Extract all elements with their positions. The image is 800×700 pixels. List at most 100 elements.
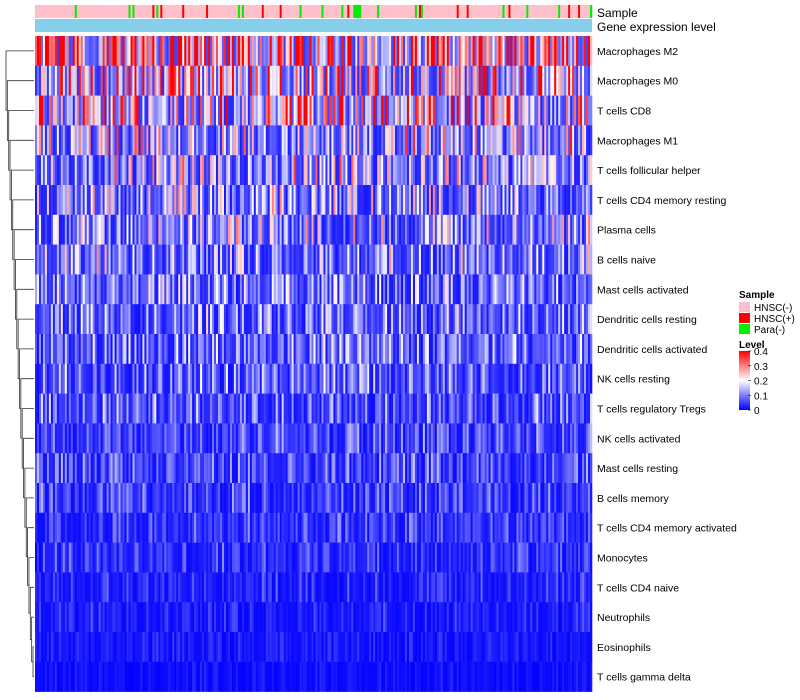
heatmap-cell (512, 155, 515, 186)
heatmap-cell (214, 453, 217, 484)
heatmap-cell (373, 125, 376, 156)
heatmap-cell (287, 334, 290, 365)
heatmap-cell (291, 334, 294, 365)
heatmap-cell (212, 334, 215, 365)
heatmap-cell (104, 483, 107, 514)
heatmap-cell (134, 95, 137, 126)
heatmap-cell (231, 304, 235, 335)
heatmap-cell (395, 185, 398, 216)
heatmap-cell (279, 185, 282, 216)
heatmap-cell (371, 363, 374, 394)
heatmap-cell (349, 334, 352, 365)
heatmap-cell (148, 334, 151, 365)
heatmap-cell (120, 65, 123, 96)
heatmap-cell (283, 244, 286, 275)
heatmap-cell (138, 304, 141, 335)
heatmap-cell (408, 423, 412, 454)
heatmap-cell (257, 95, 261, 126)
heatmap-cell (168, 36, 171, 67)
heatmap-cell (134, 65, 137, 96)
heatmap-cell (40, 483, 44, 514)
sample-track-cell (313, 5, 316, 18)
heatmap-cell (235, 453, 239, 484)
sample-track-cell (574, 5, 577, 18)
heatmap-cell (355, 36, 358, 67)
heatmap-cell (359, 423, 362, 454)
heatmap-cell (458, 36, 462, 67)
heatmap-cell (60, 483, 64, 514)
heatmap-cell (289, 125, 292, 156)
heatmap-cell (315, 274, 318, 305)
heatmap-cell (243, 214, 247, 245)
heatmap-cell (387, 36, 390, 67)
heatmap-cell (371, 155, 374, 186)
sample-track-cell (490, 5, 493, 18)
heatmap-cell (355, 244, 358, 275)
heatmap-cell (532, 214, 535, 245)
heatmap-cell (142, 185, 145, 216)
heatmap-cell (156, 125, 159, 156)
heatmap-cell (532, 36, 535, 67)
heatmap-cell (480, 304, 483, 335)
heatmap-cell (227, 334, 231, 365)
heatmap-cell (221, 393, 225, 424)
heatmap-cell (468, 393, 471, 424)
heatmap-cell (214, 36, 217, 67)
heatmap-cell (584, 334, 587, 365)
heatmap-cell (44, 65, 48, 96)
heatmap-cell (385, 214, 388, 245)
heatmap-cell (220, 185, 223, 216)
heatmap-cell (297, 36, 300, 67)
heatmap-cell (257, 453, 261, 484)
heatmap-cell (462, 65, 465, 96)
heatmap-cell (301, 274, 304, 305)
heatmap-cell (432, 244, 436, 275)
heatmap-cell (48, 65, 52, 96)
heatmap-cell (379, 453, 382, 484)
heatmap-cell (210, 363, 213, 394)
heatmap-cell (321, 125, 324, 156)
heatmap-cell (371, 453, 374, 484)
heatmap-cell (361, 363, 364, 394)
heatmap-cell (566, 244, 569, 275)
heatmap-cell (108, 393, 111, 424)
heatmap-cell (241, 214, 245, 245)
heatmap-cell (168, 244, 171, 275)
heatmap-cell (124, 393, 127, 424)
heatmap-cell (184, 363, 187, 394)
heatmap-cell (504, 304, 507, 335)
sample-track-cell (178, 5, 181, 18)
heatmap-cell (283, 512, 286, 543)
heatmap-cell (84, 125, 88, 156)
heatmap-cell (321, 65, 324, 96)
heatmap-cell (488, 304, 491, 335)
heatmap-cell (422, 512, 426, 543)
heatmap-cell (176, 423, 179, 454)
heatmap-cell (257, 274, 261, 305)
heatmap-cell (166, 423, 169, 454)
heatmap-cell (110, 453, 113, 484)
heatmap-cell (359, 214, 362, 245)
heatmap-cell (301, 423, 304, 454)
heatmap-cell (289, 244, 292, 275)
heatmap-cell (229, 363, 233, 394)
heatmap-cell (144, 363, 147, 394)
heatmap-cell (178, 363, 181, 394)
heatmap-cell (420, 214, 424, 245)
heatmap-cell (472, 304, 475, 335)
heatmap-cell (458, 423, 462, 454)
heatmap-cell (317, 304, 320, 335)
heatmap-cell (154, 304, 157, 335)
heatmap-cell (130, 363, 133, 394)
heatmap-cell (56, 185, 60, 216)
heatmap-cell (476, 95, 479, 126)
heatmap-cell (524, 214, 527, 245)
heatmap-cell (564, 363, 567, 394)
heatmap-cell (245, 244, 249, 275)
heatmap-cell (446, 334, 450, 365)
heatmap-cell (82, 185, 86, 216)
heatmap-cell (170, 274, 173, 305)
heatmap-cell (120, 244, 123, 275)
heatmap-cell (389, 483, 392, 514)
heatmap-cell (450, 95, 454, 126)
